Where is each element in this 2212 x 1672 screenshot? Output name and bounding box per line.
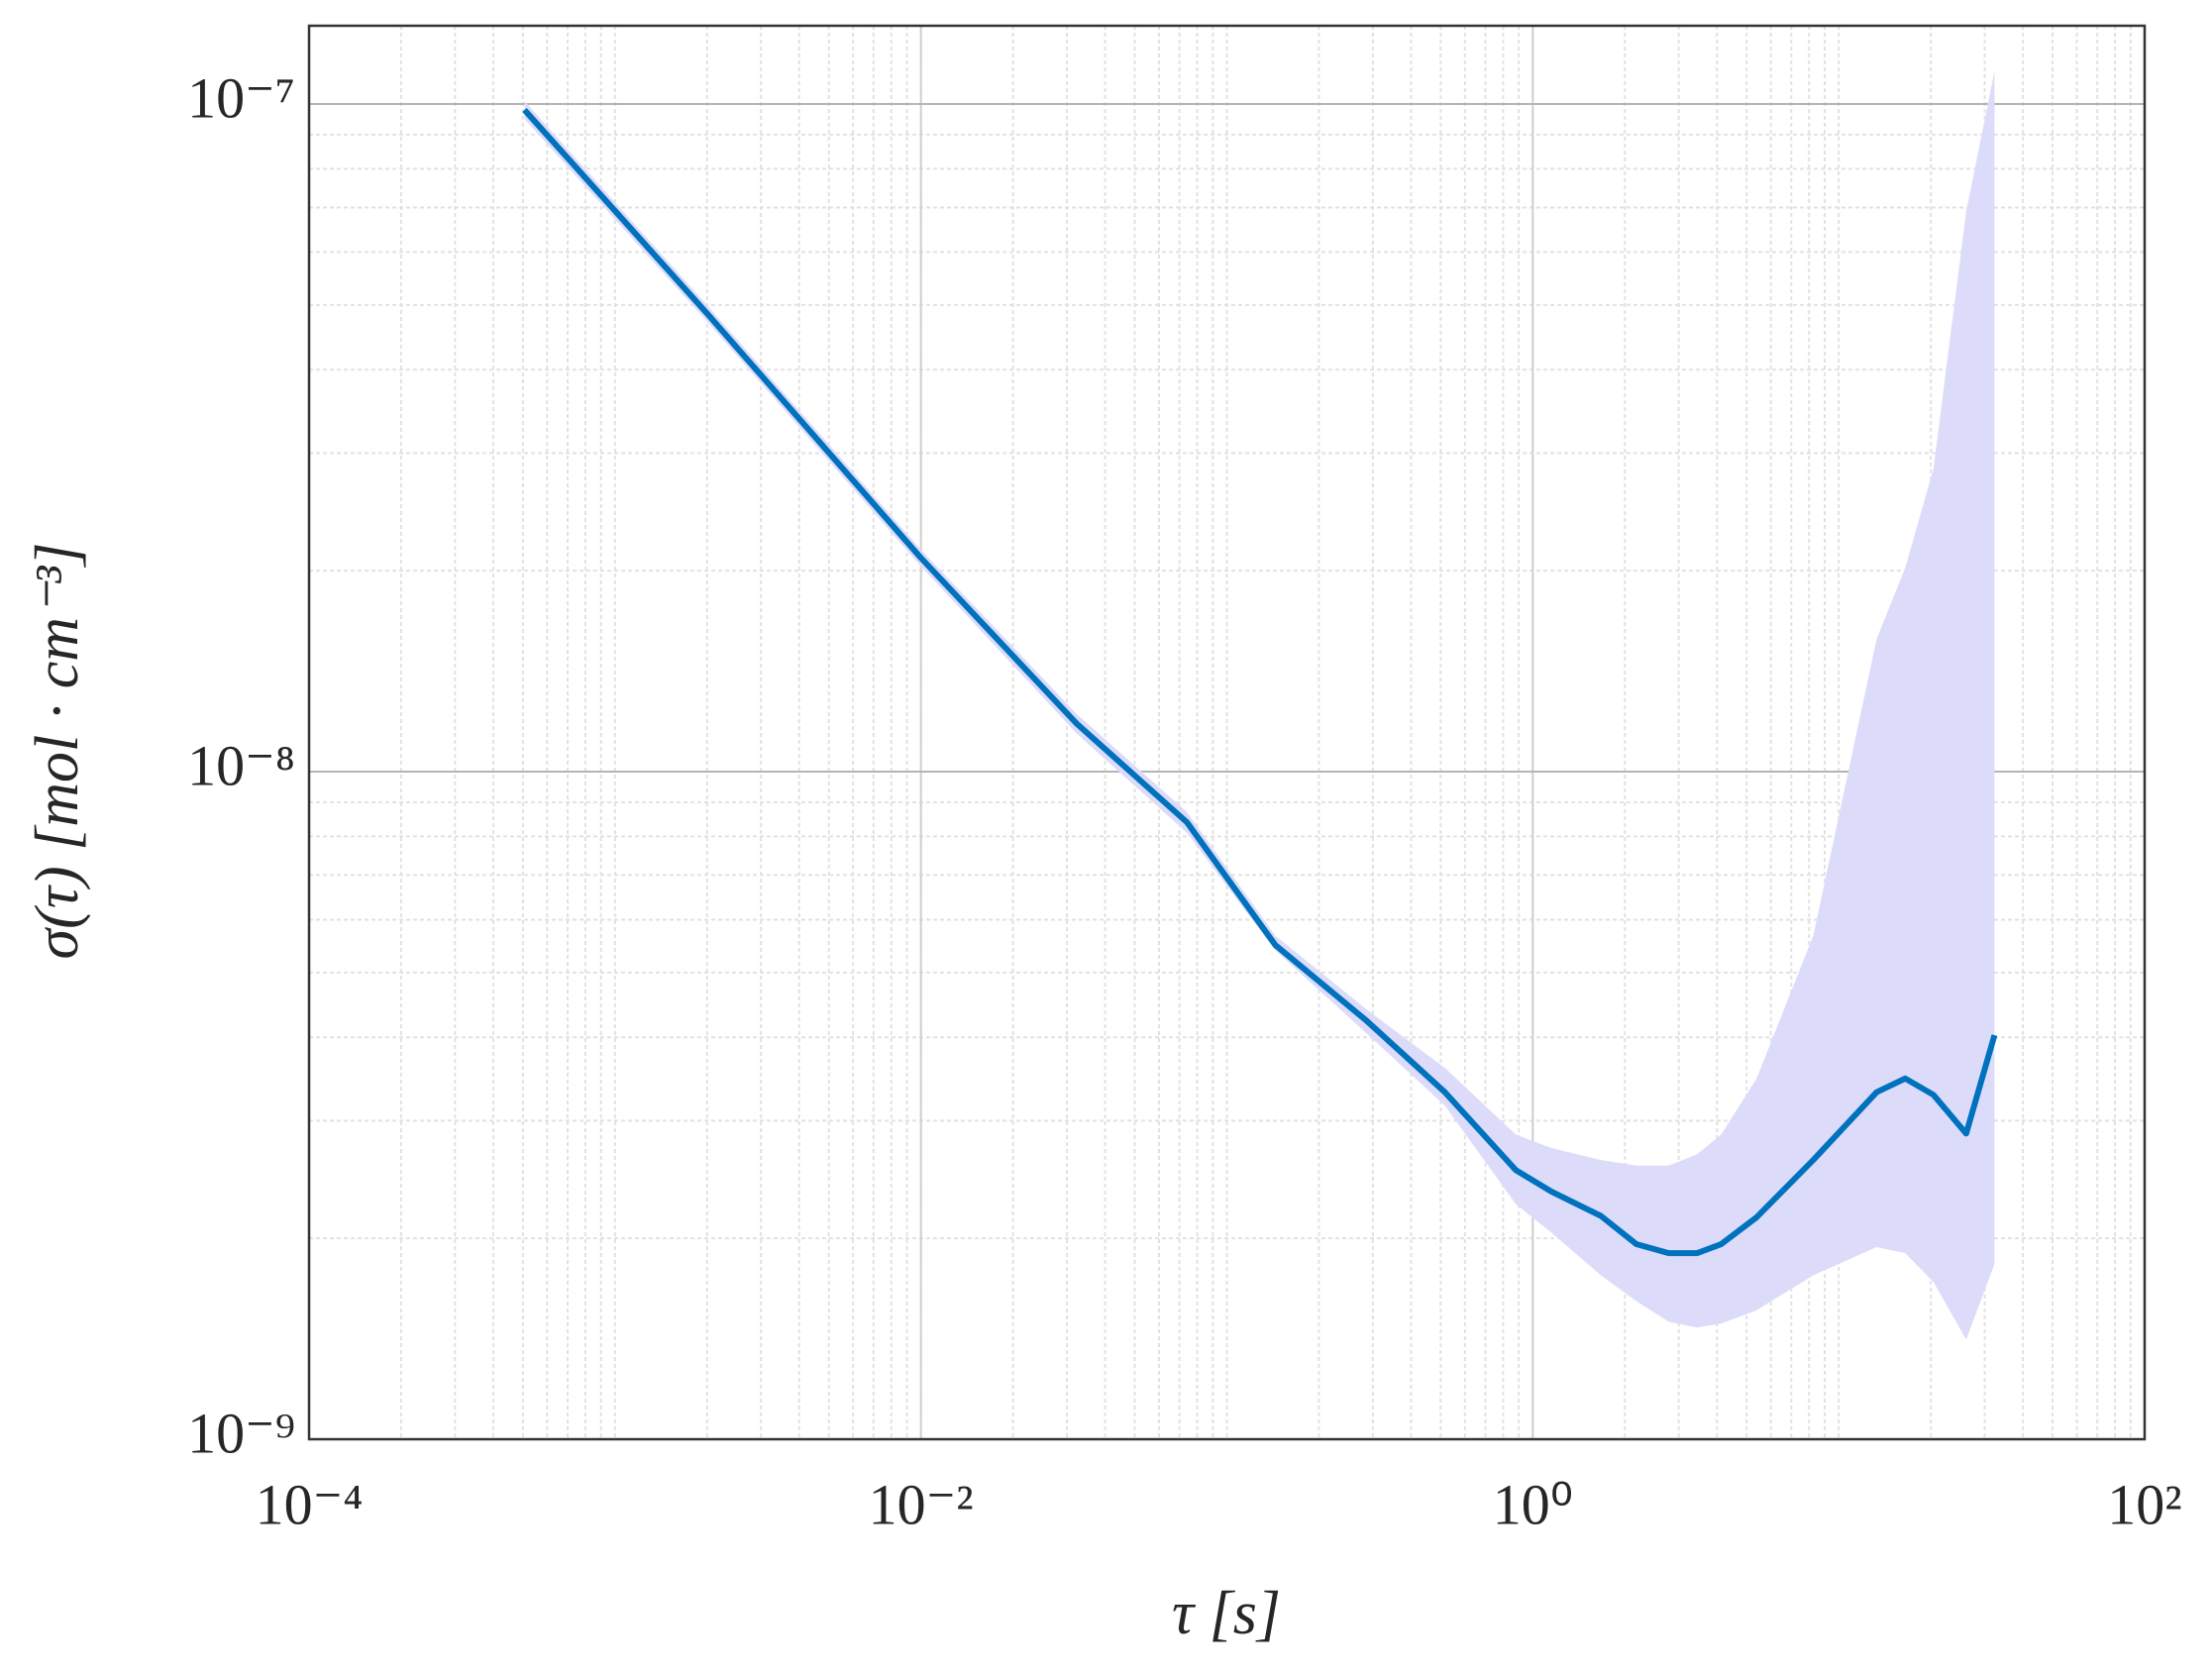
y-tick-label: 10⁻⁷ [187,65,295,130]
x-tick-label: 10⁻² [869,1472,974,1536]
confidence-band [524,70,1995,1340]
x-tick-label: 10⁻⁴ [256,1472,364,1536]
data-line [522,107,1998,1257]
y-tick-label: 10⁻⁹ [187,1401,295,1465]
x-tick-label: 10⁰ [1493,1472,1573,1536]
plot-frame [307,24,2147,1441]
y-tick-label: 10⁻⁸ [187,733,295,797]
x-axis-label: τ [s] [1172,1580,1281,1647]
y-axis-label: σ(τ) [mol · cm⁻³] [24,543,91,960]
x-tick-label: 10² [2107,1472,2181,1536]
